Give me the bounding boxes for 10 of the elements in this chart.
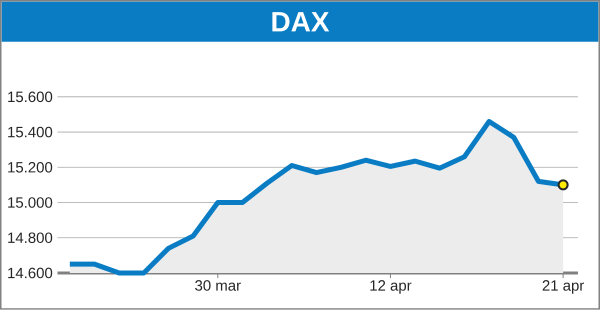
chart-title: DAX <box>272 12 330 32</box>
x-tick-label: 12 apr <box>370 280 412 294</box>
y-tick-label: 15.600 <box>8 92 52 102</box>
y-tick-label: 14.600 <box>8 268 52 278</box>
y-tick-label: 15.400 <box>8 126 52 138</box>
y-tick-label: 15.200 <box>8 162 52 173</box>
y-tick-label: 15.000 <box>8 197 52 208</box>
x-tick-label: 30 mar <box>195 280 241 291</box>
x-tick-label: 21 apr <box>542 280 584 294</box>
y-tick-label: 14.800 <box>8 232 52 244</box>
